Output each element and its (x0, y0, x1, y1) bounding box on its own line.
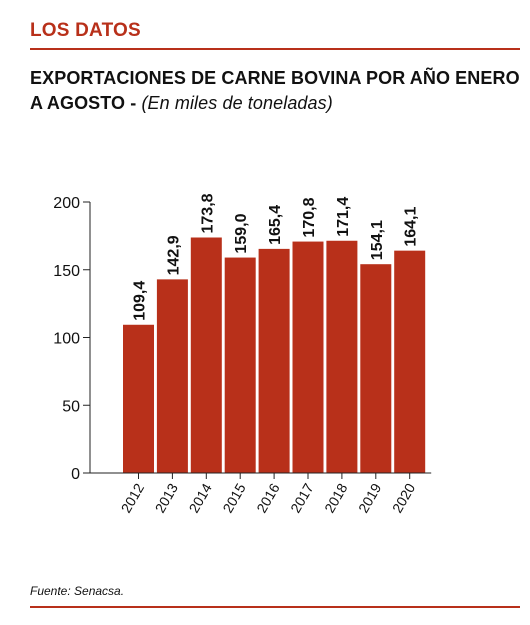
source-note: Fuente: Senacsa. (30, 584, 125, 598)
bars (123, 237, 426, 473)
value-label: 109,4 (132, 281, 149, 321)
x-axis: 2012 2013 2014 2015 2016 2017 2018 2019 2020 (90, 472, 432, 515)
x-tick-label: 2014 (185, 480, 215, 515)
x-tick-label: 2019 (355, 480, 385, 515)
chart-title: EXPORTACIONES DE CARNE BOVINA POR AÑO EN… (30, 66, 520, 116)
x-tick-label: 2016 (253, 480, 283, 515)
x-tick-label: 2020 (389, 480, 419, 515)
value-label: 142,9 (165, 235, 182, 275)
value-labels: 109,4 142,9 173,8 159,0 165,4 170,8 171,4 154,1… (132, 193, 420, 320)
bar-2019 (360, 264, 392, 473)
bar-2020 (394, 250, 426, 473)
value-label: 165,4 (267, 205, 284, 245)
y-tick-label: 150 (53, 263, 80, 280)
x-tick-label: 2018 (321, 480, 351, 515)
bar-2018 (326, 240, 358, 473)
bar-2012 (123, 324, 154, 473)
chart-title-sub: (En miles de toneladas) (141, 93, 333, 113)
x-tick-label: 2012 (118, 480, 148, 515)
x-tick-label: 2015 (219, 480, 249, 515)
value-label: 171,4 (335, 197, 352, 237)
chart-title-main: EXPORTACIONES DE CARNE BOVINA POR AÑO EN… (30, 68, 520, 113)
y-tick-label: 0 (71, 466, 80, 483)
section-label: LOS DATOS (30, 20, 141, 41)
y-tick-label: 200 (53, 195, 80, 212)
section-rule-top (30, 48, 520, 50)
y-tick-label: 50 (62, 398, 80, 415)
value-label: 173,8 (199, 193, 216, 233)
value-label: 159,0 (233, 213, 250, 253)
y-tick-label: 100 (53, 331, 80, 348)
section-rule-bottom (30, 606, 520, 608)
bar-2017 (292, 241, 324, 473)
bar-2013 (156, 279, 188, 473)
bar-2015 (224, 257, 256, 473)
value-label: 164,1 (403, 207, 420, 247)
x-tick-label: 2017 (287, 480, 317, 515)
value-label: 154,1 (369, 220, 386, 260)
y-axis: 0 50 100 150 200 (53, 195, 91, 483)
bar-2016 (258, 248, 290, 473)
x-tick-label: 2013 (152, 480, 182, 515)
bar-2014 (190, 237, 222, 473)
value-label: 170,8 (301, 197, 318, 237)
